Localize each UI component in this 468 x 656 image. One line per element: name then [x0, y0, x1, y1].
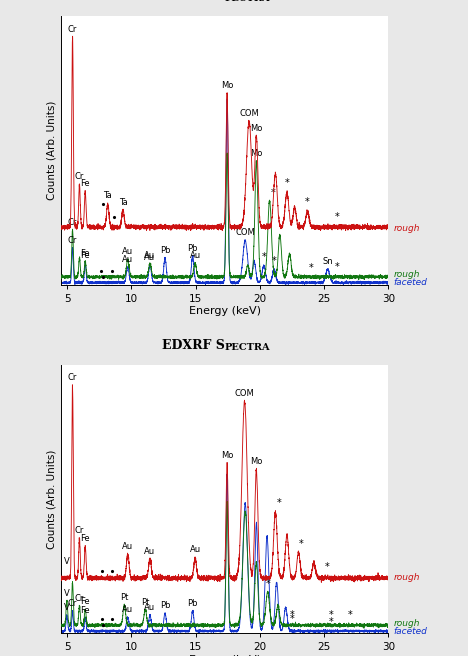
Text: EDXRF S: EDXRF S	[162, 338, 225, 352]
Text: Cr: Cr	[75, 526, 84, 535]
Text: Au: Au	[122, 605, 133, 614]
Text: Cr: Cr	[68, 599, 77, 608]
Text: Ta: Ta	[103, 192, 112, 201]
Text: Pb: Pb	[160, 602, 170, 610]
Text: Sn: Sn	[322, 257, 333, 266]
Text: Mo: Mo	[250, 124, 263, 133]
Text: Au: Au	[145, 546, 155, 556]
Text: Pt: Pt	[120, 592, 129, 602]
Text: Au: Au	[145, 253, 155, 262]
Text: *: *	[324, 562, 329, 573]
Text: *: *	[265, 579, 270, 588]
Text: Ta: Ta	[119, 197, 127, 207]
Text: Fe: Fe	[80, 598, 90, 606]
Text: *: *	[328, 617, 333, 627]
Text: Au: Au	[190, 251, 201, 260]
X-axis label: Energy (keV): Energy (keV)	[189, 306, 261, 316]
Text: Cr: Cr	[75, 173, 84, 182]
Text: PECTRA: PECTRA	[225, 342, 270, 352]
Text: Au: Au	[145, 251, 155, 260]
Text: *: *	[305, 197, 310, 207]
Text: faceted: faceted	[394, 627, 427, 636]
Text: *: *	[335, 262, 339, 272]
Text: Fe: Fe	[80, 251, 90, 260]
Text: Fe: Fe	[80, 534, 90, 543]
Text: Mo: Mo	[250, 457, 263, 466]
Text: *: *	[277, 498, 282, 508]
Text: *: *	[290, 609, 294, 620]
Text: rough: rough	[394, 619, 420, 628]
Text: *: *	[290, 614, 294, 624]
Text: *: *	[309, 263, 314, 273]
Text: Pb: Pb	[160, 246, 170, 255]
Text: *: *	[271, 188, 275, 197]
Text: *: *	[285, 178, 289, 188]
Text: *: *	[299, 539, 303, 548]
Y-axis label: Counts (Arb. Units): Counts (Arb. Units)	[47, 449, 57, 548]
Text: Cr: Cr	[68, 236, 77, 245]
Text: Pb: Pb	[187, 244, 198, 253]
Text: Cr: Cr	[68, 25, 77, 33]
Text: Fe: Fe	[80, 179, 90, 188]
Text: Mo: Mo	[221, 451, 233, 460]
Text: *: *	[272, 256, 277, 266]
Text: Au: Au	[190, 545, 201, 554]
Text: EDXRF S: EDXRF S	[162, 0, 225, 3]
Text: Au: Au	[122, 255, 133, 264]
Text: faceted: faceted	[394, 278, 427, 287]
Text: Fe: Fe	[80, 249, 90, 258]
Text: Cr: Cr	[75, 594, 84, 603]
Text: rough: rough	[394, 224, 420, 233]
Text: *: *	[328, 611, 333, 621]
Text: COM: COM	[239, 109, 259, 118]
Text: Cr: Cr	[68, 218, 77, 227]
Text: Mo: Mo	[221, 81, 233, 91]
Text: Au: Au	[122, 542, 133, 550]
Text: *: *	[348, 610, 352, 621]
Text: rough: rough	[394, 270, 420, 279]
Text: Cr: Cr	[68, 373, 77, 382]
Text: V: V	[64, 603, 70, 612]
Text: Pb: Pb	[187, 599, 198, 608]
Text: Au: Au	[122, 247, 133, 256]
Text: *: *	[335, 212, 339, 222]
Text: *: *	[262, 253, 266, 262]
Text: V: V	[64, 588, 70, 598]
Text: V: V	[64, 558, 70, 567]
Text: Au: Au	[145, 603, 155, 612]
Text: COM: COM	[235, 228, 255, 237]
Text: PECTRA: PECTRA	[225, 0, 270, 3]
Text: COM: COM	[234, 389, 255, 398]
Text: rough: rough	[394, 573, 420, 582]
Text: Mo: Mo	[250, 149, 263, 158]
Text: Fe: Fe	[80, 605, 90, 615]
Y-axis label: Counts (Arb. Units): Counts (Arb. Units)	[47, 101, 57, 200]
Text: Pt: Pt	[141, 598, 149, 607]
X-axis label: Energy (keV): Energy (keV)	[189, 655, 261, 656]
